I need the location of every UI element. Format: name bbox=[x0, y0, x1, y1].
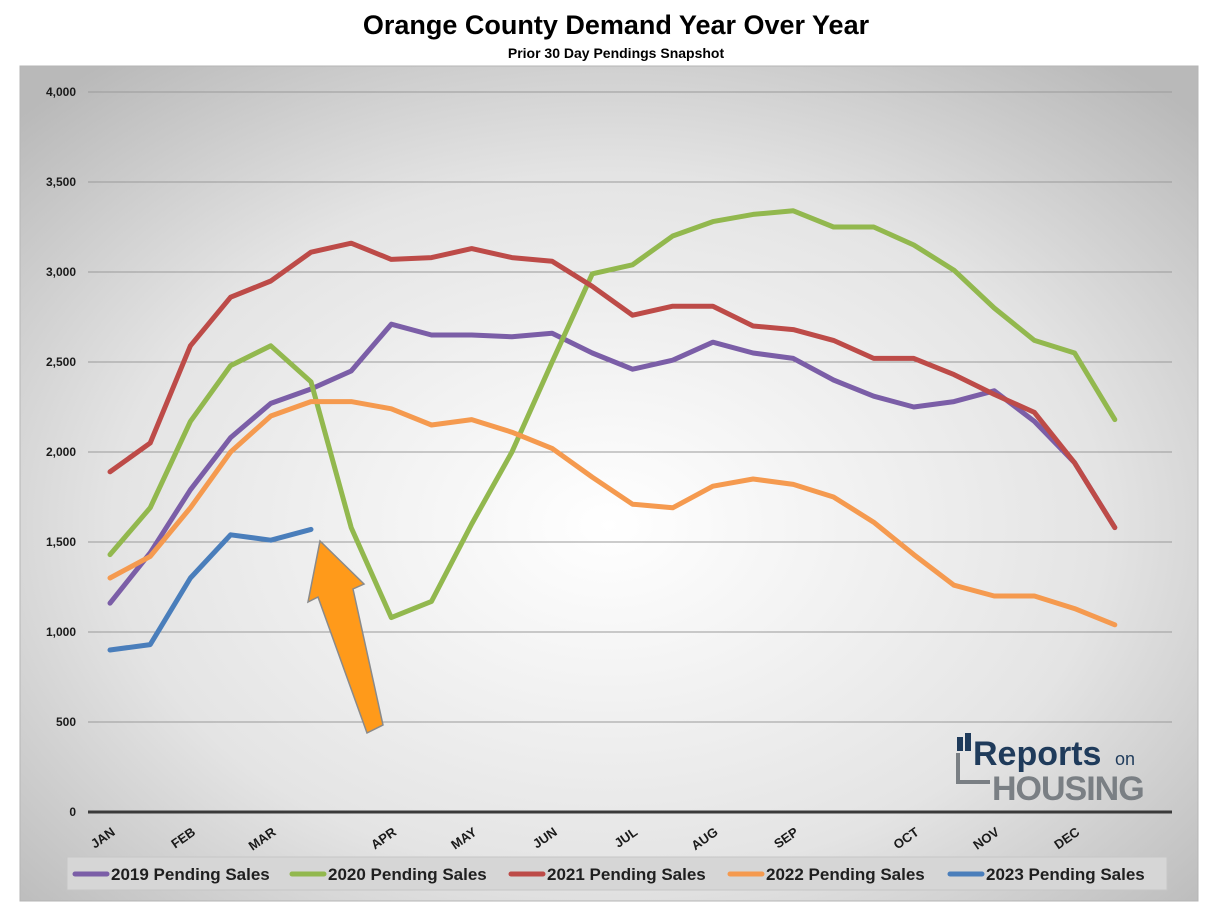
y-tick-label: 0 bbox=[69, 805, 76, 819]
reports-on-housing-logo: Reports on HOUSING bbox=[956, 733, 1145, 808]
legend-label: 2021 Pending Sales bbox=[547, 865, 706, 884]
grid-layer bbox=[88, 91, 1172, 723]
y-tick-label: 3,000 bbox=[46, 265, 76, 279]
y-axis-ticks: 0 500 1,000 1,500 2,000 2,500 3,000 3,500 4,000 bbox=[46, 85, 76, 819]
annotation-arrow bbox=[306, 539, 384, 735]
series-line-2023 bbox=[107, 526, 314, 653]
plot-background bbox=[19, 65, 1199, 902]
legend-label: 2023 Pending Sales bbox=[986, 865, 1145, 884]
chart-subtitle: Prior 30 Day Pendings Snapshot bbox=[507, 45, 725, 61]
chart-title: Orange County Demand Year Over Year bbox=[362, 10, 870, 40]
y-tick-label: 500 bbox=[56, 715, 76, 729]
series-line-2021 bbox=[107, 240, 1118, 531]
series-line-2020 bbox=[107, 208, 1118, 621]
series-line-2022 bbox=[107, 399, 1118, 628]
logo-reports-text: Reports bbox=[973, 735, 1101, 773]
y-tick-label: 4,000 bbox=[46, 85, 76, 99]
legend-label: 2020 Pending Sales bbox=[328, 865, 487, 884]
y-tick-label: 2,000 bbox=[46, 445, 76, 459]
legend: 2019 Pending Sales 2020 Pending Sales 2021… bbox=[66, 856, 1168, 891]
series-line-2019 bbox=[107, 321, 1118, 606]
legend-label: 2019 Pending Sales bbox=[111, 865, 270, 884]
y-tick-label: 1,000 bbox=[46, 625, 76, 639]
series-layer bbox=[107, 208, 1118, 653]
logo-housing-text: HOUSING bbox=[992, 770, 1144, 808]
y-tick-label: 2,500 bbox=[46, 355, 76, 369]
y-tick-label: 1,500 bbox=[46, 535, 76, 549]
legend-label: 2022 Pending Sales bbox=[766, 865, 925, 884]
y-tick-label: 3,500 bbox=[46, 175, 76, 189]
logo-on-text: on bbox=[1115, 749, 1135, 769]
